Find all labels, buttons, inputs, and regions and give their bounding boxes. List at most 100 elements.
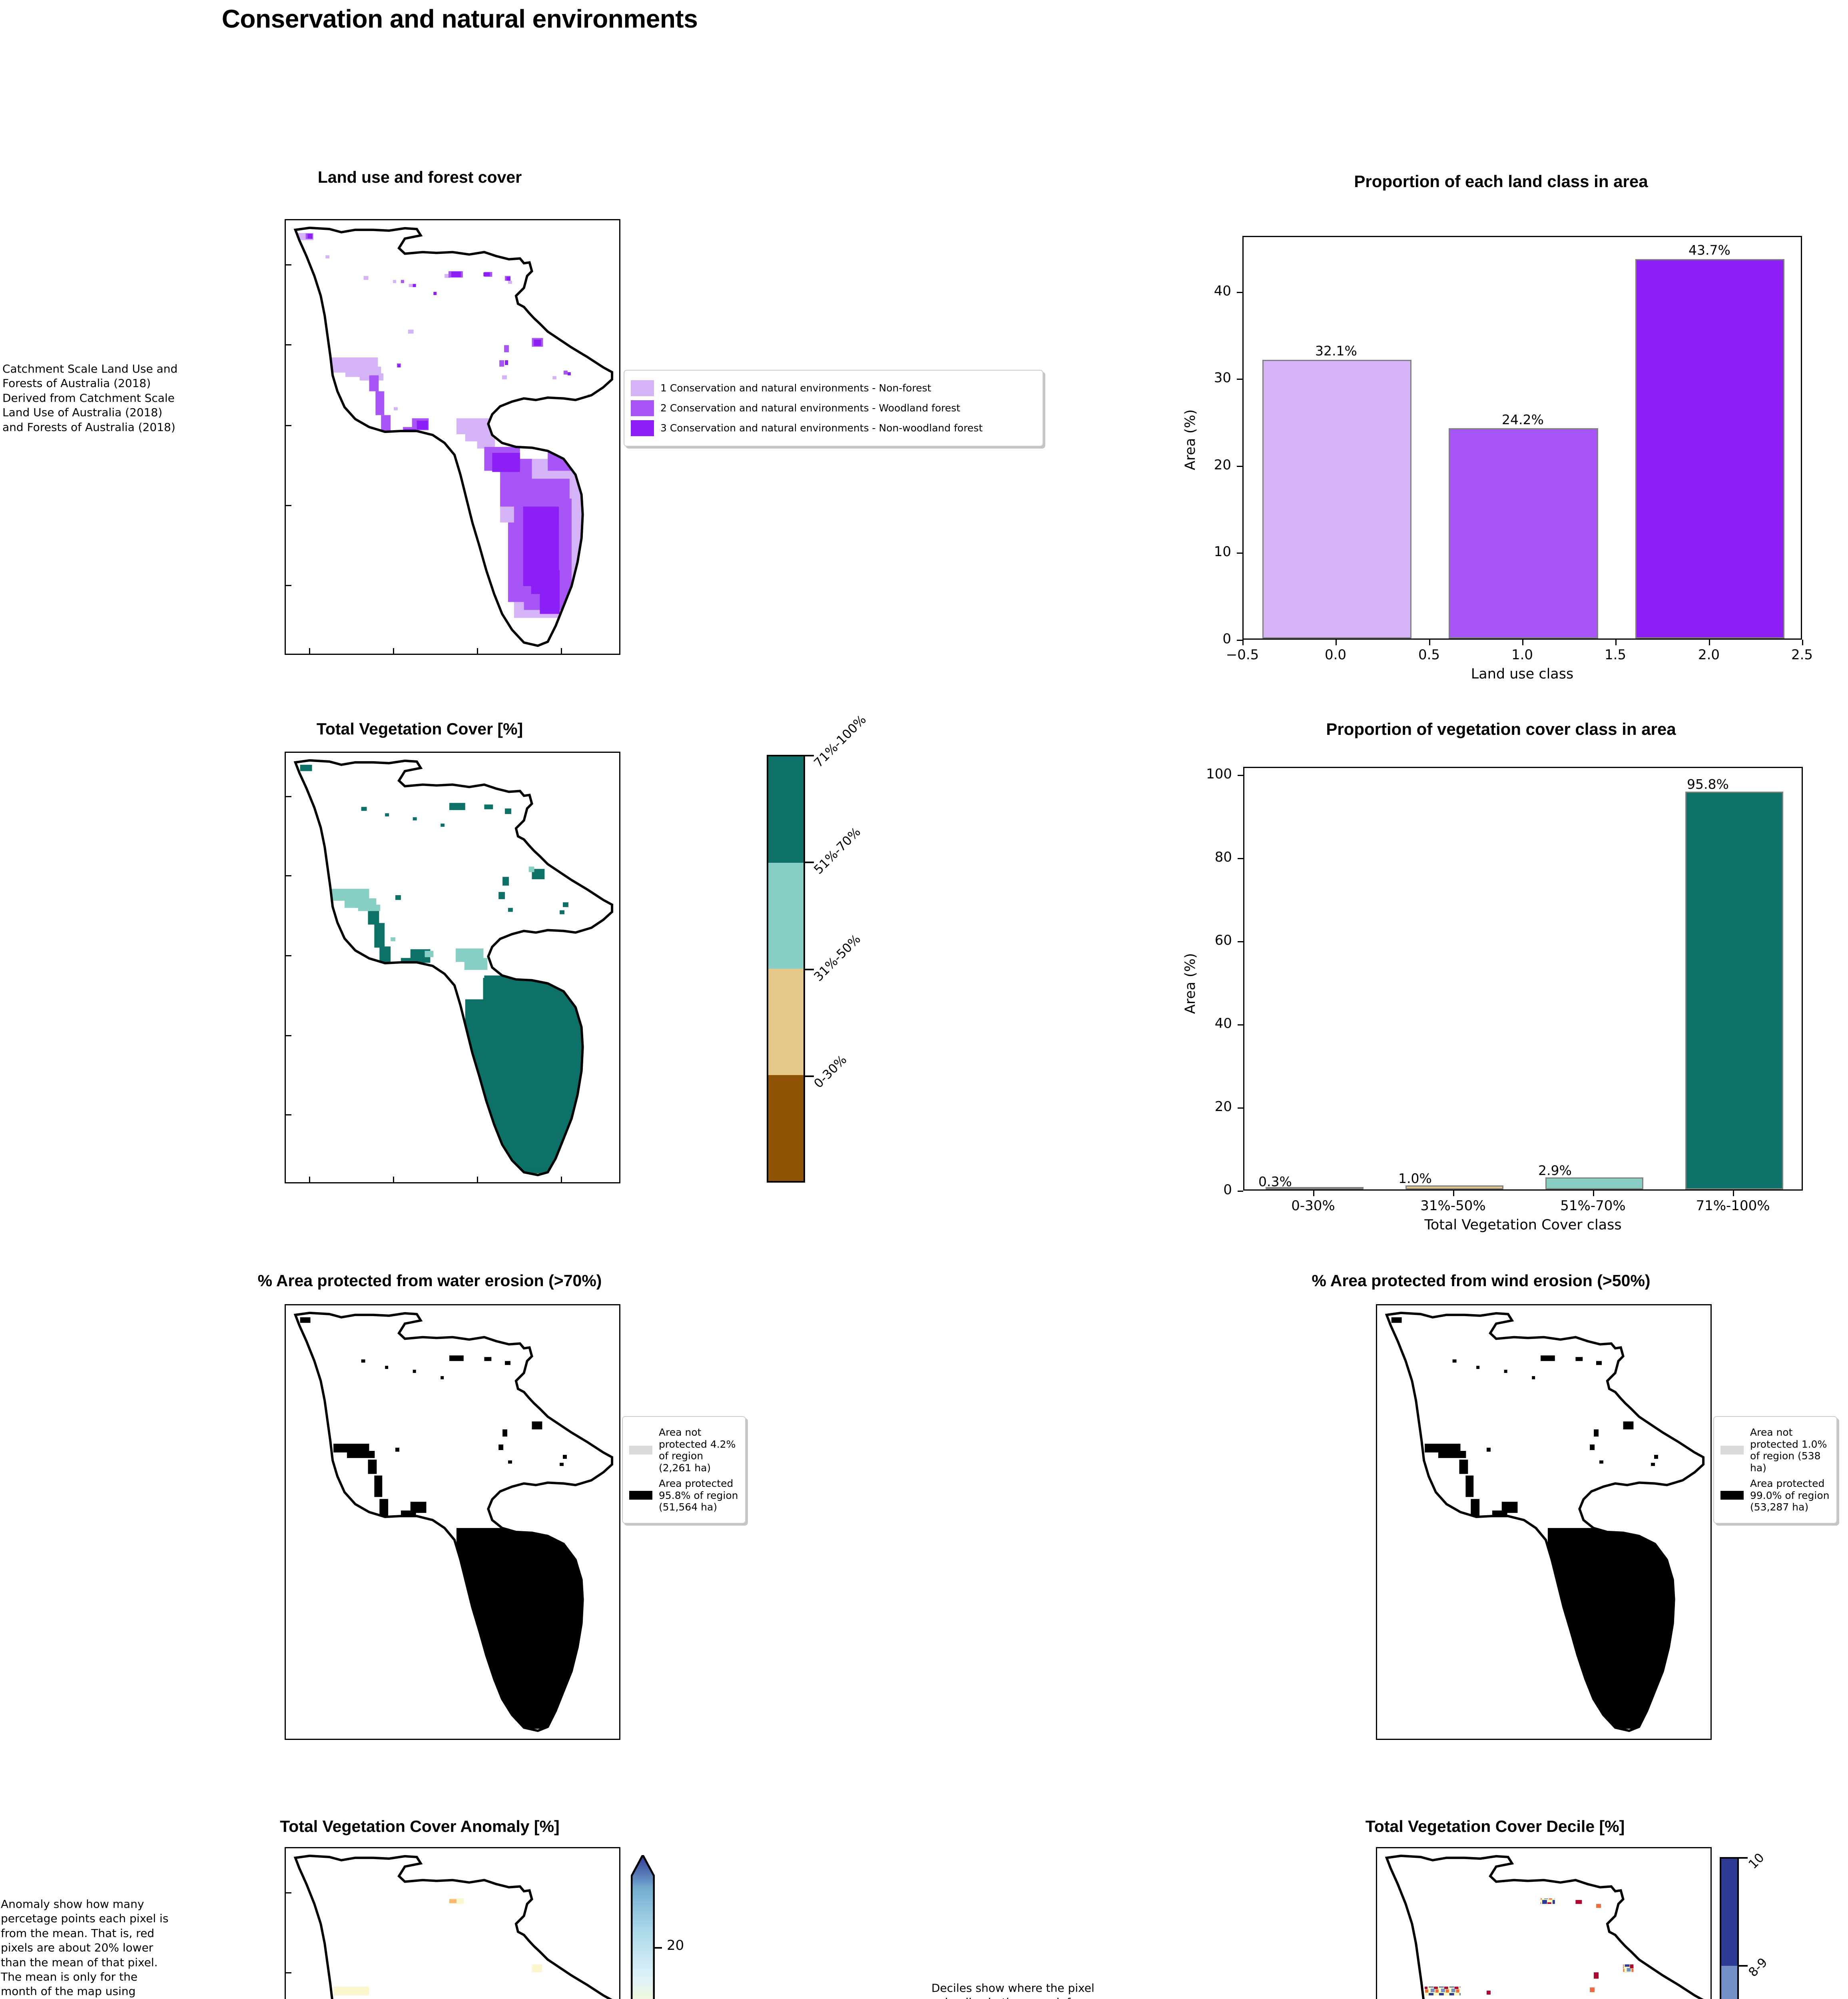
- bar-value-label-2: 43.7%: [1689, 242, 1730, 258]
- x-tick-label: 71%-100%: [1696, 1198, 1770, 1214]
- y-tick-label: 10: [1214, 544, 1231, 560]
- water-erosion-legend[interactable]: Area not protected 4.2% of region (2,261…: [622, 1416, 746, 1524]
- x-tick-label: 31%-50%: [1420, 1198, 1486, 1214]
- bar-veg-class-1[interactable]: [1405, 1185, 1503, 1189]
- legend-item[interactable]: 1 Conservation and natural environments …: [631, 380, 1036, 396]
- anomaly-map[interactable]: [285, 1847, 620, 1999]
- legend-item[interactable]: 3 Conservation and natural environments …: [631, 420, 1036, 436]
- chart-title: Proportion of each land class in area: [1354, 172, 1648, 191]
- anomaly-map-graphic: [293, 1854, 613, 1999]
- land-use-legend[interactable]: 1 Conservation and natural environments …: [624, 370, 1043, 447]
- land-use-map-title: Land use and forest cover: [317, 168, 522, 186]
- colorbar-label: 31%-50%: [811, 932, 864, 984]
- bar-veg-class-2[interactable]: [1545, 1177, 1643, 1189]
- colorbar-body: [1720, 1857, 1739, 1999]
- x-tick-label: 0.5: [1418, 647, 1440, 663]
- chart-plot-area: [1243, 767, 1803, 1191]
- veg-cover-map[interactable]: [285, 752, 620, 1183]
- y-axis-label: Area (%): [1182, 409, 1198, 471]
- water-erosion-map[interactable]: [285, 1304, 620, 1740]
- colorbar-label: 51%-70%: [811, 824, 864, 877]
- wind-erosion-legend[interactable]: Area not protected 1.0% of region (538 h…: [1713, 1416, 1837, 1524]
- y-tick-label: 30: [1214, 370, 1231, 386]
- page-title: Conservation and natural environments: [221, 4, 698, 33]
- y-tick-label: 60: [1214, 932, 1232, 948]
- legend-label: Area protected 99.0% of region (53,287 h…: [1750, 1478, 1830, 1513]
- veg-cover-map-graphic: [293, 759, 614, 1177]
- x-tick-label: 2.0: [1698, 647, 1720, 663]
- bar-veg-class-0[interactable]: [1265, 1187, 1364, 1189]
- y-axis-label: Area (%): [1182, 953, 1198, 1014]
- legend-label: 2 Conservation and natural environments …: [660, 402, 961, 414]
- colorbar-tick-label: 20: [667, 1937, 684, 1953]
- bar-value-label-1: 1.0%: [1398, 1171, 1432, 1186]
- y-tick-label: 0: [1222, 631, 1231, 647]
- colorbar-segment-10: [1721, 1859, 1737, 1966]
- water-erosion-map-title: % Area protected from water erosion (>70…: [257, 1271, 602, 1290]
- legend-item[interactable]: Area not protected 1.0% of region (538 h…: [1720, 1426, 1830, 1474]
- bar-value-label-0: 0.3%: [1258, 1174, 1292, 1189]
- x-tick-label: 0.0: [1324, 647, 1347, 663]
- legend-label: 3 Conservation and natural environments …: [660, 422, 983, 434]
- veg-cover-map-title: Total Vegetation Cover [%]: [316, 720, 523, 738]
- bar-land-class-1[interactable]: [1449, 428, 1598, 638]
- legend-label: Area not protected 4.2% of region (2,261…: [659, 1426, 736, 1474]
- anomaly-map-note: Anomaly show how many percetage points e…: [1, 1897, 169, 1998]
- bar-veg-class-3[interactable]: [1685, 791, 1783, 1189]
- legend-swatch-not-protected: [1720, 1446, 1744, 1454]
- land-use-map[interactable]: [285, 219, 620, 655]
- legend-item[interactable]: 2 Conservation and natural environments …: [631, 400, 1036, 416]
- y-tick-label: 100: [1206, 766, 1232, 782]
- colorbar-segment-51-70: [768, 862, 803, 969]
- land-class-bar-chart: Proportion of each land class in area 32…: [1171, 172, 1831, 682]
- y-tick-label: 40: [1214, 1015, 1232, 1031]
- bar-value-label-1: 24.2%: [1502, 412, 1544, 427]
- colorbar-label: 8-9: [1746, 1955, 1770, 1980]
- legend-item[interactable]: Area protected 95.8% of region (51,564 h…: [629, 1478, 739, 1513]
- colorbar-segment-31-50: [768, 969, 803, 1075]
- wind-erosion-map[interactable]: [1376, 1304, 1712, 1740]
- y-tick-label: 0: [1223, 1182, 1232, 1198]
- x-tick-label: −0.5: [1226, 647, 1259, 663]
- bar-value-label-2: 2.9%: [1538, 1163, 1572, 1178]
- colorbar-label: 71%-100%: [811, 712, 869, 770]
- wind-erosion-map-graphic: [1385, 1311, 1705, 1732]
- y-tick-label: 20: [1214, 457, 1231, 473]
- colorbar-label: 10: [1746, 1850, 1767, 1872]
- x-axis-label: Total Vegetation Cover class: [1424, 1217, 1622, 1233]
- veg-cover-colorbar[interactable]: 71%-100% 51%-70% 31%-50% 0-30%: [767, 712, 869, 1183]
- decile-colorbar[interactable]: 10 8-9 4-7 2-3 1: [1720, 1850, 1770, 1999]
- water-erosion-map-graphic: [293, 1311, 614, 1732]
- legend-swatch-woodland-forest: [631, 400, 654, 416]
- x-tick-label: 1.0: [1511, 647, 1533, 663]
- y-tick-label: 20: [1214, 1099, 1232, 1115]
- veg-cover-class-bar-chart: Proportion of vegetation cover class in …: [1171, 720, 1831, 1235]
- legend-item[interactable]: Area not protected 4.2% of region (2,261…: [629, 1426, 739, 1474]
- anomaly-colorbar[interactable]: 20 10 0 −10 −20: [631, 1855, 684, 1999]
- bar-land-class-0[interactable]: [1262, 359, 1411, 638]
- legend-item[interactable]: Area protected 99.0% of region (53,287 h…: [1720, 1478, 1830, 1513]
- x-tick-label: 2.5: [1791, 647, 1813, 663]
- anomaly-colorbar-gradient: [631, 1855, 655, 1999]
- legend-swatch-non-forest: [631, 380, 654, 396]
- bar-land-class-2[interactable]: [1635, 259, 1785, 638]
- x-tick-label: 1.5: [1604, 647, 1627, 663]
- decile-map-title: Total Vegetation Cover Decile [%]: [1365, 1817, 1625, 1835]
- legend-label: Area protected 95.8% of region (51,564 h…: [659, 1478, 738, 1513]
- legend-swatch-protected: [1720, 1491, 1744, 1500]
- colorbar-segment-8-9: [1721, 1965, 1737, 1999]
- legend-swatch-not-protected: [629, 1446, 652, 1454]
- y-tick-label: 40: [1214, 283, 1231, 299]
- bar-value-label-0: 32.1%: [1315, 343, 1357, 359]
- colorbar-body: [767, 755, 805, 1183]
- colorbar-segment-0-30: [768, 1075, 803, 1181]
- land-use-map-graphic: [293, 226, 614, 647]
- decile-map-graphic: [1385, 1854, 1704, 1999]
- decile-map-note: Deciles show where the pixel value lies …: [931, 1981, 1094, 1999]
- decile-map[interactable]: [1376, 1847, 1712, 1999]
- legend-label: Area not protected 1.0% of region (538 h…: [1750, 1426, 1827, 1474]
- chart-title: Proportion of vegetation cover class in …: [1326, 720, 1676, 738]
- colorbar-label: 0-30%: [811, 1052, 850, 1091]
- colorbar-segment-71-100: [768, 756, 803, 863]
- legend-label: 1 Conservation and natural environments …: [660, 382, 931, 394]
